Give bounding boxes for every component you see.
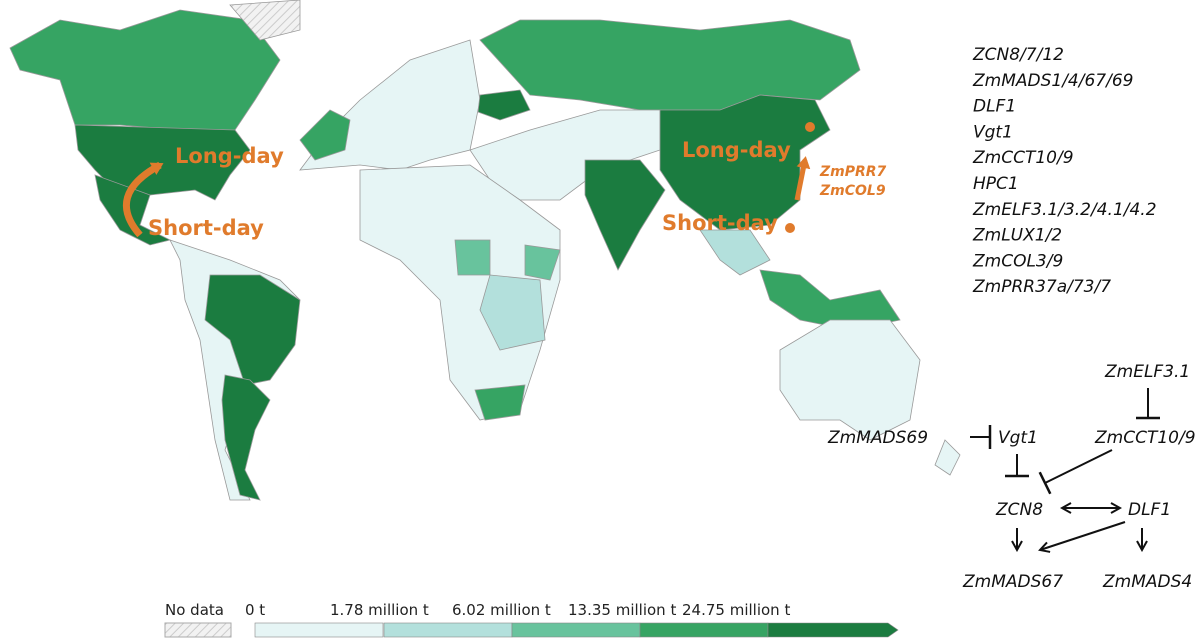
annotation: Short-day — [662, 211, 778, 235]
gene-name: Vgt1 — [973, 122, 1013, 142]
ukraine — [477, 89, 531, 121]
south-africa — [474, 384, 526, 421]
brazil — [204, 274, 301, 386]
legend-label: 13.35 million t — [568, 601, 676, 619]
node: ZmELF3.1 — [1104, 362, 1190, 382]
australia — [779, 319, 921, 441]
inhibit-edge — [1038, 449, 1113, 495]
legend-label: 6.02 million t — [452, 601, 551, 619]
argentina — [221, 374, 271, 501]
southeast-asia — [699, 229, 771, 276]
map-annotations: Long-day Short-day Long-day Short-day Zm… — [122, 122, 887, 240]
central-africa — [479, 274, 546, 351]
no-data-swatch — [164, 622, 232, 638]
location-dot — [805, 122, 815, 132]
legend-label: 0 t — [245, 601, 265, 619]
annotation: Long-day — [175, 144, 284, 168]
node: ZmMADS69 — [827, 428, 928, 448]
node: Vgt1 — [998, 428, 1038, 448]
gene-name: DLF1 — [973, 97, 1016, 117]
nigeria — [454, 239, 491, 276]
gene-name: HPC1 — [973, 174, 1019, 194]
legend-swatch — [511, 622, 641, 638]
gene-name: ZCN8/7/12 — [972, 45, 1064, 65]
russia — [479, 19, 861, 111]
world-map — [9, 0, 961, 501]
node: ZmMADS4 — [1102, 572, 1192, 592]
annotation: Short-day — [148, 216, 264, 240]
node: DLF1 — [1128, 500, 1171, 520]
annotation: ZmCOL9 — [819, 183, 886, 199]
france-spain — [299, 109, 351, 161]
gene-name: ZmCOL3/9 — [972, 251, 1063, 271]
gene-name: ZmELF3.1/3.2/4.1/4.2 — [972, 200, 1157, 220]
gene-name: ZmLUX1/2 — [972, 226, 1062, 246]
gene-name: ZmPRR37a/73/7 — [972, 277, 1111, 297]
legend-label: 24.75 million t — [682, 601, 790, 619]
location-dot — [785, 223, 795, 233]
node: ZmCCT10/9 — [1094, 428, 1196, 448]
gene-name: ZmMADS1/4/67/69 — [972, 71, 1133, 91]
legend-swatch — [254, 622, 384, 638]
ethiopia — [524, 244, 561, 281]
node: ZCN8 — [995, 500, 1043, 520]
legend-label: 1.78 million t — [330, 601, 429, 619]
photoperiod-arrow — [794, 156, 811, 201]
indonesia — [759, 269, 901, 331]
legend-swatch — [639, 622, 769, 638]
greenland — [229, 0, 301, 41]
gene-list: ZCN8/7/12 ZmMADS1/4/67/69 DLF1 Vgt1 ZmCCT10/… — [972, 45, 1157, 297]
legend: No data 0 t 1.78 million t 6.02 million t 1… — [164, 601, 899, 638]
canada — [9, 9, 281, 131]
mexico — [94, 174, 172, 246]
india — [584, 159, 666, 271]
legend-swatch — [383, 622, 513, 638]
new-zealand — [934, 439, 961, 476]
legend-label: No data — [165, 601, 224, 619]
annotation: ZmPRR7 — [819, 164, 887, 180]
gene-name: ZmCCT10/9 — [972, 148, 1074, 168]
node: ZmMADS67 — [962, 572, 1063, 592]
regulatory-network: ZmELF3.1 ZmMADS69 Vgt1 ZmCCT10/9 ZCN8 DL… — [827, 362, 1196, 592]
usa — [74, 124, 251, 201]
annotation: Long-day — [682, 138, 791, 162]
photoperiod-arrow — [122, 161, 164, 238]
activate-edge — [1040, 521, 1126, 550]
legend-swatch — [767, 622, 899, 638]
